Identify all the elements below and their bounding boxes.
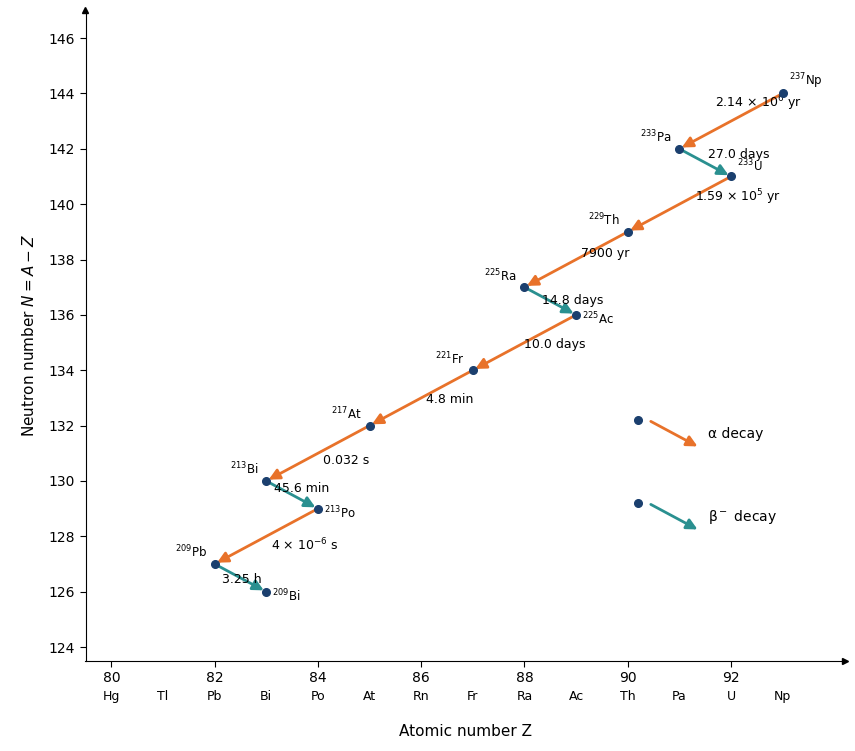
Text: $^{233}$Pa: $^{233}$Pa xyxy=(640,129,671,146)
Text: Hg: Hg xyxy=(103,690,120,703)
Text: Pb: Pb xyxy=(207,690,222,703)
Text: Th: Th xyxy=(620,690,635,703)
Text: Pa: Pa xyxy=(672,690,687,703)
Text: $^{237}$Np: $^{237}$Np xyxy=(789,71,823,91)
Text: $^{225}$Ra: $^{225}$Ra xyxy=(484,267,516,284)
Text: 7900 yr: 7900 yr xyxy=(581,246,629,260)
Text: Tl: Tl xyxy=(157,690,168,703)
Text: β$^-$ decay: β$^-$ decay xyxy=(708,508,777,526)
Text: $^{217}$At: $^{217}$At xyxy=(331,406,362,422)
Text: Bi: Bi xyxy=(260,690,272,703)
Text: $^{225}$Ac: $^{225}$Ac xyxy=(582,311,614,327)
Text: $^{209}$Bi: $^{209}$Bi xyxy=(273,587,301,604)
Text: Ac: Ac xyxy=(569,690,584,703)
Text: Rn: Rn xyxy=(413,690,429,703)
Text: 0.032 s: 0.032 s xyxy=(323,454,369,467)
Text: 4 × 10$^{-6}$ s: 4 × 10$^{-6}$ s xyxy=(271,536,339,553)
Text: 14.8 days: 14.8 days xyxy=(543,294,604,306)
Text: 2.14 × 10$^6$ yr: 2.14 × 10$^6$ yr xyxy=(716,93,802,113)
Y-axis label: Neutron number $N = A - Z$: Neutron number $N = A - Z$ xyxy=(21,234,38,437)
Text: 1.59 × 10$^5$ yr: 1.59 × 10$^5$ yr xyxy=(695,187,781,207)
Text: Np: Np xyxy=(774,690,791,703)
Text: At: At xyxy=(363,690,376,703)
Text: 3.25 h: 3.25 h xyxy=(222,573,262,586)
Text: 10.0 days: 10.0 days xyxy=(524,338,586,351)
Text: 4.8 min: 4.8 min xyxy=(427,394,474,406)
Text: Fr: Fr xyxy=(467,690,479,703)
Text: $^{233}$U: $^{233}$U xyxy=(737,158,763,174)
Text: 27.0 days: 27.0 days xyxy=(708,148,770,161)
Text: Ra: Ra xyxy=(516,690,533,703)
Text: $^{229}$Th: $^{229}$Th xyxy=(588,212,620,228)
Text: U: U xyxy=(727,690,735,703)
Text: $^{213}$Bi: $^{213}$Bi xyxy=(230,461,258,478)
Text: $^{209}$Pb: $^{209}$Pb xyxy=(174,544,207,561)
X-axis label: Atomic number Z: Atomic number Z xyxy=(398,724,532,739)
Text: $^{221}$Fr: $^{221}$Fr xyxy=(435,350,465,367)
Text: 45.6 min: 45.6 min xyxy=(274,482,329,495)
Text: Po: Po xyxy=(310,690,325,703)
Text: $^{213}$Po: $^{213}$Po xyxy=(324,505,356,521)
Text: α decay: α decay xyxy=(708,427,764,441)
